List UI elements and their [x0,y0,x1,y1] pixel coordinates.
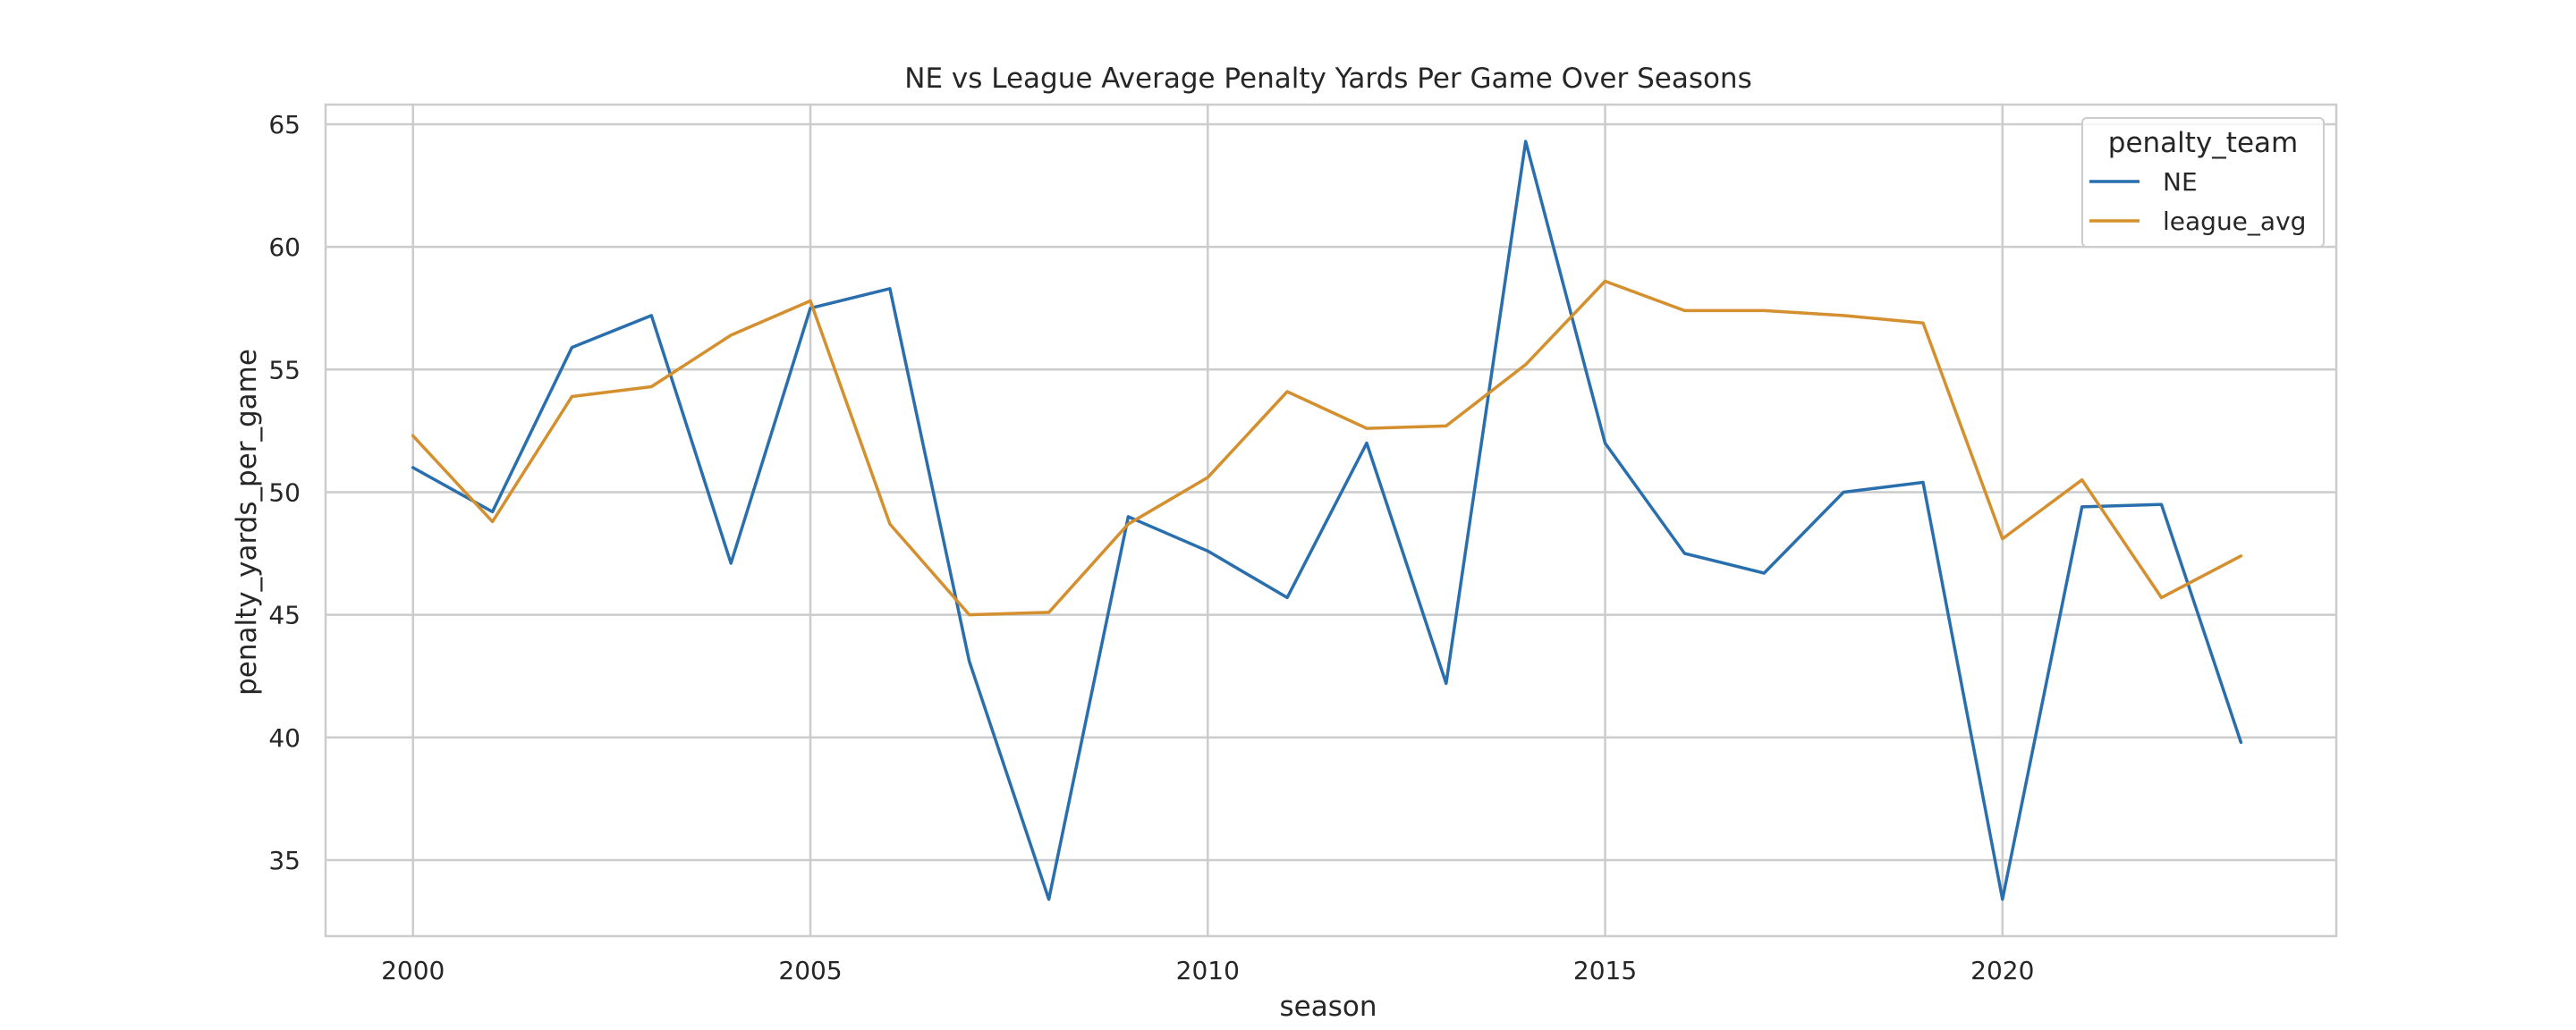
y-tick-label: 60 [268,232,301,262]
legend-items: NE league_avg [2089,167,2306,236]
x-tick-label: 2020 [1970,956,2034,985]
tick-labels: 2000 2005 2010 2015 2020 35 40 45 50 55 60 65 [268,110,2034,985]
series-line-league-avg [411,279,2243,617]
plot-area-frame [324,103,2338,938]
x-tick-label: 2010 [1176,956,1240,985]
series-line-ne [411,139,2243,901]
x-tick-label: 2005 [778,956,842,985]
y-axis-label: penalty_yards_per_game [231,349,263,696]
legend: penalty_team NE league_avg [2081,117,2325,248]
x-axis-label: season [1280,991,1377,1023]
y-tick-label: 55 [268,355,301,384]
y-tick-label: 65 [268,110,301,139]
y-tick-label: 45 [268,601,301,630]
y-tick-label: 40 [268,723,301,753]
legend-box [2081,117,2325,248]
legend-title: penalty_team [2108,127,2298,159]
legend-label: league_avg [2163,207,2306,236]
grid-lines [326,105,2336,936]
series-lines [411,139,2243,901]
x-tick-label: 2000 [381,956,445,985]
legend-label: NE [2163,167,2198,197]
chart-title: NE vs League Average Penalty Yards Per G… [904,63,1751,95]
y-tick-label: 50 [268,477,301,507]
x-tick-label: 2015 [1573,956,1637,985]
y-tick-label: 35 [268,846,301,875]
